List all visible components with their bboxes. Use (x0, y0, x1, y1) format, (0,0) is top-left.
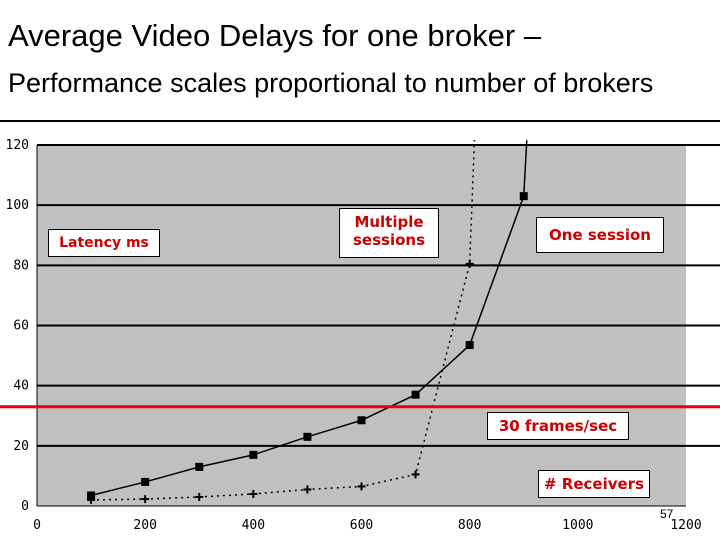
y-tick-label: 0 (21, 499, 29, 514)
one-session-point (141, 477, 150, 486)
page-number: 57 (660, 507, 674, 521)
one-session-line (90, 139, 528, 497)
threshold-label: 30 frames/sec (487, 412, 629, 440)
y-tick-label: 80 (13, 258, 29, 273)
x-tick-label: 400 (242, 518, 265, 533)
multiple-sessions-point (303, 485, 312, 494)
latency-label: Latency ms (48, 229, 160, 257)
y-tick-label: 20 (13, 439, 29, 454)
slide-subtitle: Performance scales proportional to numbe… (8, 68, 654, 98)
slide-title: Average Video Delays for one broker – (8, 18, 542, 53)
y-tick-label: 120 (6, 138, 29, 153)
one-session-point (411, 390, 420, 399)
multiple-sessions-label: Multiple sessions (339, 208, 439, 258)
y-tick-label: 40 (13, 379, 29, 394)
x-tick-label: 1200 (670, 518, 701, 533)
one-session-point (357, 416, 366, 425)
one-session-point (519, 192, 528, 201)
y-tick-label: 100 (6, 198, 29, 213)
multiple-sessions-point (411, 470, 420, 479)
multiple-sessions-point (141, 495, 150, 504)
x-tick-label: 1000 (562, 518, 593, 533)
series-curves (90, 139, 528, 501)
y-tick-label: 60 (13, 319, 29, 334)
multiple-sessions-point (465, 259, 474, 268)
multiple-sessions-point (249, 489, 258, 498)
multiple-sessions-line (91, 139, 476, 501)
one-session-point (249, 450, 258, 459)
multiple-sessions-point (195, 492, 204, 501)
series-markers (87, 192, 528, 504)
one-session-point (195, 462, 204, 471)
x-axis-title: # Receivers (538, 470, 650, 498)
one-session-point (465, 341, 474, 350)
multiple-sessions-point (87, 495, 96, 504)
x-tick-label: 600 (350, 518, 373, 533)
x-tick-label: 800 (458, 518, 481, 533)
gridlines (37, 144, 720, 447)
x-tick-label: 200 (133, 518, 156, 533)
one-session-point (303, 432, 312, 441)
multiple-sessions-point (357, 482, 366, 491)
axes (36, 145, 686, 507)
x-tick-label: 0 (33, 518, 41, 533)
one-session-label: One session (536, 217, 664, 253)
title-divider (0, 120, 720, 122)
one-session-point (87, 491, 96, 500)
